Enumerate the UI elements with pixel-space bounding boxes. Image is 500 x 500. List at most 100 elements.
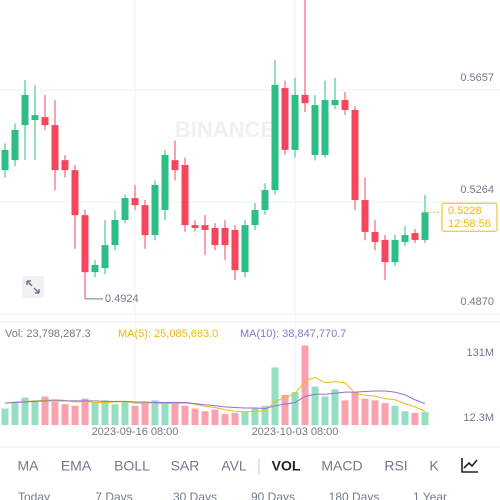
- y-tick-label: 0.4870: [460, 296, 494, 308]
- volume-bar: [81, 398, 89, 425]
- candle-body: [71, 170, 79, 216]
- volume-bar: [31, 400, 39, 425]
- candle-body: [111, 219, 119, 246]
- volume-bar: [301, 345, 309, 425]
- volume-bar: [121, 401, 129, 425]
- volume-bar: [101, 400, 109, 425]
- range-tab[interactable]: Today: [18, 490, 50, 500]
- volume-bar: [391, 405, 399, 425]
- indicator-tab[interactable]: RSI: [384, 458, 407, 474]
- candle-body: [141, 205, 149, 236]
- range-tab[interactable]: 1 Year: [413, 490, 447, 500]
- x-tick-label: 2023-09-16 08:00: [92, 426, 179, 438]
- volume-bar: [221, 414, 229, 425]
- candle-body: [271, 84, 279, 191]
- volume-bar: [211, 409, 219, 425]
- volume-bar: [351, 392, 359, 425]
- volume-bar: [281, 394, 289, 425]
- volume-bar: [291, 392, 299, 425]
- volume-bar: [411, 412, 419, 425]
- volume-bar: [401, 411, 409, 425]
- volume-bar: [71, 405, 79, 425]
- volume-bar: [341, 400, 349, 425]
- candle-body: [21, 94, 29, 126]
- volume-bar: [331, 389, 339, 425]
- indicator-tab[interactable]: VOL: [272, 458, 301, 474]
- ma-line: [4, 376, 426, 413]
- candle-body: [241, 225, 249, 273]
- volume-bar: [141, 403, 149, 425]
- candle-body: [81, 215, 89, 273]
- candle-body: [91, 265, 99, 273]
- candle-body: [311, 105, 319, 156]
- chart-settings-icon[interactable]: [461, 458, 478, 473]
- candle-body: [61, 160, 69, 171]
- candle-body: [331, 100, 339, 106]
- candle-body: [51, 125, 59, 171]
- volume-bar: [131, 405, 139, 425]
- candle-body: [351, 109, 359, 201]
- candle-body: [361, 200, 369, 232]
- current-price: 0.5228: [448, 205, 482, 217]
- volume-bar: [171, 401, 179, 425]
- x-tick-label: 2023-10-03 08:00: [252, 426, 339, 438]
- expand-icon: [26, 280, 40, 294]
- volume-bar: [381, 403, 389, 425]
- volume-bar: [191, 408, 199, 425]
- candle-body: [31, 115, 39, 120]
- candle-body: [221, 227, 229, 246]
- indicator-tab[interactable]: EMA: [61, 458, 92, 474]
- candle-body: [381, 239, 389, 263]
- candle-body: [151, 184, 159, 236]
- indicator-tab[interactable]: SAR: [171, 458, 200, 474]
- range-tab[interactable]: 180 Days: [329, 490, 380, 500]
- indicator-tab[interactable]: K: [429, 458, 439, 474]
- volume-bar: [241, 411, 249, 425]
- volume-bar: [161, 404, 169, 425]
- candle-body: [1, 149, 9, 171]
- volume-bar: [151, 400, 159, 425]
- candle-body: [371, 231, 379, 242]
- range-tab[interactable]: 30 Days: [173, 490, 217, 500]
- indicator-tab[interactable]: MACD: [321, 458, 362, 474]
- ma-line: [4, 390, 426, 410]
- volume-bar: [421, 411, 429, 425]
- y-tick-label: 0.5264: [460, 184, 494, 196]
- candle-body: [251, 210, 259, 226]
- indicator-tab[interactable]: AVL: [221, 458, 247, 474]
- volume-bar: [201, 411, 209, 425]
- candle-body: [281, 88, 289, 150]
- min-label: 0.4924: [105, 293, 139, 305]
- candle-body: [171, 160, 179, 171]
- candle-body: [211, 227, 219, 246]
- candle-body: [191, 225, 199, 228]
- candle-body: [301, 94, 309, 104]
- volume-bar: [271, 367, 279, 425]
- indicator-tab[interactable]: MA: [18, 458, 40, 474]
- candle-body: [401, 235, 409, 242]
- volume-bar: [11, 403, 19, 425]
- ma-legend: MA(10): 38,847,770.7: [240, 328, 346, 340]
- candle-body: [161, 155, 169, 211]
- volume-legend: Vol: 23,798,287.3: [5, 328, 91, 340]
- candle-body: [321, 100, 329, 156]
- candle-body: [411, 233, 419, 240]
- candle-body: [121, 198, 129, 220]
- ma-legend: MA(5): 25,085,663.0: [118, 328, 218, 340]
- candle-body: [41, 117, 49, 126]
- volume-bar: [371, 400, 379, 425]
- volume-tick-label: 12.3M: [463, 412, 494, 424]
- volume-bar: [231, 412, 239, 425]
- range-tab[interactable]: 7 Days: [95, 490, 132, 500]
- volume-bar: [261, 405, 269, 425]
- y-tick-label: 0.5657: [460, 72, 494, 84]
- range-tab[interactable]: 90 Days: [251, 490, 295, 500]
- indicator-tab[interactable]: BOLL: [114, 458, 150, 474]
- volume-bar: [251, 408, 259, 425]
- candle-body: [421, 212, 429, 240]
- expand-button[interactable]: [22, 276, 44, 298]
- volume-bar: [321, 396, 329, 425]
- candle-body: [181, 164, 189, 226]
- candle-body: [131, 198, 139, 206]
